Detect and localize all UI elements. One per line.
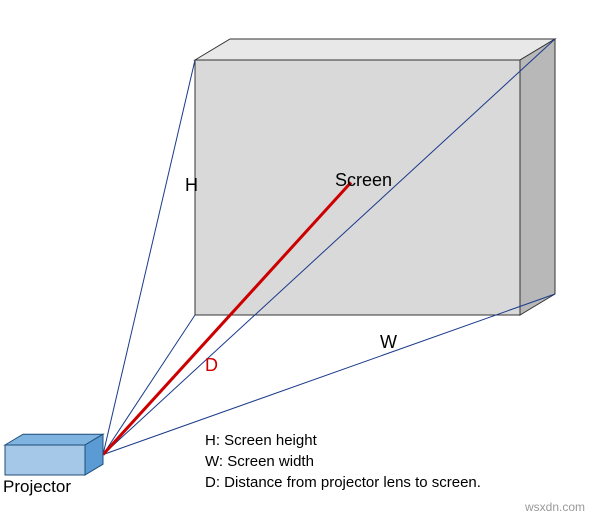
diagram-container: H W D Screen Projector H: Screen height …: [0, 0, 596, 528]
screen-top-face: [195, 39, 555, 60]
label-h: H: [185, 175, 198, 196]
ray-top-left: [103, 60, 195, 455]
label-d: D: [205, 355, 218, 376]
legend-w: W: Screen width: [205, 451, 481, 472]
legend-h: H: Screen height: [205, 430, 481, 451]
label-screen: Screen: [335, 170, 392, 191]
ray-bottom-left: [103, 315, 195, 455]
watermark: wsxdn.com: [525, 500, 585, 514]
label-w: W: [380, 332, 397, 353]
legend-d: D: Distance from projector lens to scree…: [205, 472, 481, 493]
label-projector: Projector: [3, 477, 71, 497]
screen-side-face: [520, 39, 555, 315]
projector-front-face: [5, 445, 85, 475]
projector-shape: [5, 434, 103, 475]
legend-block: H: Screen height W: Screen width D: Dist…: [205, 430, 481, 493]
